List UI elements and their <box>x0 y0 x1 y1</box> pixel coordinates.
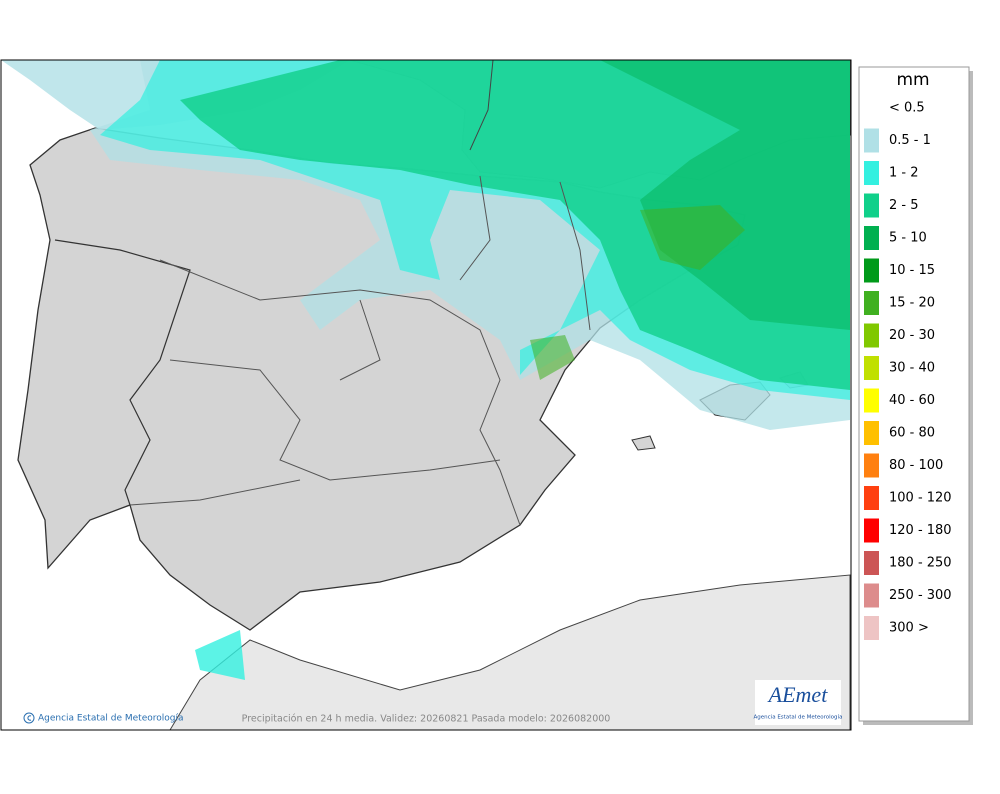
land-africa <box>169 574 851 730</box>
legend-label: 80 - 100 <box>889 458 943 473</box>
legend-swatch <box>864 421 879 445</box>
border-france <box>469 60 494 151</box>
legend-label: 40 - 60 <box>889 393 935 408</box>
legend-swatch <box>864 291 879 315</box>
logo-subtitle: Agencia Estatal de Meteorología <box>754 714 843 721</box>
logo-box <box>755 680 841 725</box>
legend-swatch <box>864 518 879 543</box>
legend-swatch <box>864 583 879 608</box>
legend-swatch <box>864 616 879 640</box>
legend-label: 250 - 300 <box>889 588 952 603</box>
region-borders <box>129 175 591 526</box>
legend-label: 5 - 10 <box>889 231 927 246</box>
legend-swatch <box>864 453 879 478</box>
legend-label: < 0.5 <box>889 101 925 116</box>
legend-label: 300 > <box>889 621 929 636</box>
legend-title: mm <box>896 70 929 90</box>
copyright-icon <box>23 712 35 724</box>
copyright-icon-c <box>27 715 32 721</box>
precip-5-10 <box>600 60 850 330</box>
legend-label: 120 - 180 <box>889 523 952 538</box>
legend-label: 0.5 - 1 <box>889 133 931 148</box>
legend-swatch <box>864 193 879 218</box>
legend-label: 2 - 5 <box>889 198 919 213</box>
legend-label: 30 - 40 <box>889 361 935 376</box>
map-frame <box>0 59 852 731</box>
precip-2-5 <box>180 60 850 390</box>
legend-swatch <box>864 551 879 575</box>
legend-swatch <box>864 323 879 348</box>
legend-label: 1 - 2 <box>889 166 919 181</box>
legend-label: 15 - 20 <box>889 296 935 311</box>
footer-text: Precipitación en 24 h media. Validez: 20… <box>242 714 611 725</box>
legend-label: 60 - 80 <box>889 426 935 441</box>
precip-10-20 <box>530 205 745 380</box>
precip-strait <box>195 630 245 680</box>
legend-swatch <box>864 356 879 380</box>
border-portugal <box>54 239 191 506</box>
legend-swatch <box>864 128 879 153</box>
legend-label: 100 - 120 <box>889 491 952 506</box>
legend-label: 10 - 15 <box>889 263 935 278</box>
map <box>1 60 851 730</box>
legend-swatch <box>864 161 879 185</box>
legend-swatch <box>864 388 879 413</box>
legend-swatch <box>864 258 879 283</box>
legend-label: 20 - 30 <box>889 328 935 343</box>
legend-swatch <box>864 486 879 510</box>
legend-items: < 0.5 0.5 - 1 1 - 2 2 - 5 5 - 10 10 - 15 15 - … <box>864 101 952 640</box>
legend-label: 180 - 250 <box>889 556 952 571</box>
credit: Agencia Estatal de Meteorología <box>38 714 184 724</box>
logo-text: AEmet <box>767 682 829 707</box>
legend-swatch <box>864 226 879 250</box>
